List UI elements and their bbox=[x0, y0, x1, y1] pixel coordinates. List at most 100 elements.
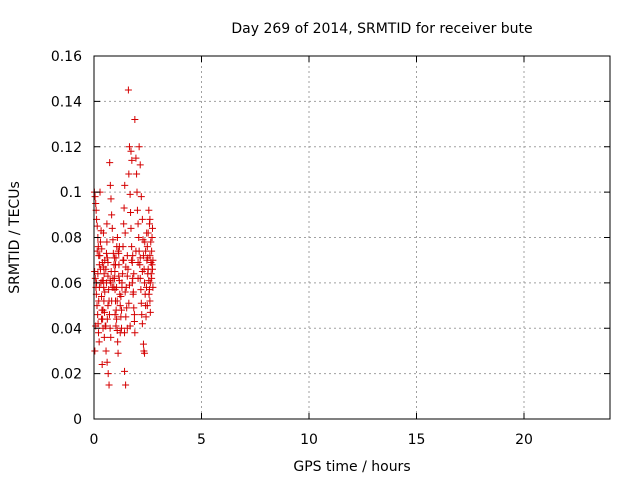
data-point bbox=[124, 265, 132, 273]
data-point bbox=[121, 181, 129, 189]
data-point bbox=[126, 322, 134, 330]
axis-tick-labels: 0 5 10 15 20 0 0.02 0.04 0.06 0.08 0.1 0.12 0.14 0.16 bbox=[51, 49, 533, 448]
data-point bbox=[107, 195, 115, 203]
data-point bbox=[137, 193, 145, 201]
data-point bbox=[114, 338, 122, 346]
data-point bbox=[99, 229, 107, 237]
data-point bbox=[130, 270, 138, 278]
data-point bbox=[99, 306, 107, 314]
x-tick-label: 0 bbox=[90, 432, 99, 448]
data-point bbox=[103, 358, 111, 366]
data-point bbox=[93, 222, 101, 230]
data-point bbox=[109, 236, 117, 244]
data-point bbox=[121, 229, 129, 237]
data-point bbox=[138, 320, 146, 328]
data-point bbox=[92, 199, 100, 207]
data-point bbox=[148, 247, 156, 255]
data-point bbox=[139, 340, 147, 348]
data-point bbox=[107, 279, 115, 287]
data-point bbox=[144, 229, 152, 237]
data-point bbox=[127, 209, 135, 217]
data-point bbox=[138, 311, 146, 319]
data-point bbox=[105, 381, 113, 389]
data-point bbox=[105, 286, 113, 294]
data-point bbox=[136, 161, 144, 169]
data-point bbox=[98, 361, 106, 369]
data-point bbox=[93, 247, 101, 255]
data-point bbox=[115, 249, 123, 257]
data-point bbox=[121, 367, 129, 375]
data-point bbox=[134, 274, 142, 282]
data-point bbox=[95, 338, 103, 346]
data-point bbox=[149, 283, 157, 291]
data-point bbox=[91, 274, 99, 282]
data-point bbox=[103, 220, 111, 228]
data-point bbox=[136, 254, 144, 262]
x-tick-label: 20 bbox=[515, 432, 533, 448]
data-point bbox=[137, 299, 145, 307]
chart-title: Day 269 of 2014, SRMTID for receiver but… bbox=[231, 21, 532, 37]
data-point bbox=[95, 297, 103, 305]
data-point bbox=[126, 190, 134, 198]
x-axis-label: GPS time / hours bbox=[293, 459, 410, 475]
data-point bbox=[115, 272, 123, 280]
data-point bbox=[102, 322, 110, 330]
y-tick-label: 0.12 bbox=[51, 140, 82, 156]
data-point bbox=[98, 245, 106, 253]
data-point bbox=[147, 238, 155, 246]
data-point bbox=[125, 143, 133, 151]
data-point bbox=[146, 308, 154, 316]
data-point bbox=[129, 290, 137, 298]
x-tick-label: 5 bbox=[197, 432, 206, 448]
y-tick-label: 0.06 bbox=[51, 276, 82, 292]
data-point bbox=[120, 256, 128, 264]
data-point bbox=[122, 381, 130, 389]
data-point bbox=[141, 238, 149, 246]
data-point bbox=[113, 234, 121, 241]
data-point bbox=[133, 170, 141, 178]
data-point bbox=[123, 252, 131, 260]
data-point bbox=[142, 313, 150, 321]
data-point bbox=[131, 329, 139, 337]
data-point bbox=[123, 272, 131, 280]
data-point bbox=[131, 116, 139, 124]
data-point bbox=[120, 204, 128, 212]
data-point bbox=[104, 302, 112, 310]
data-point bbox=[106, 159, 114, 167]
data-point bbox=[146, 297, 154, 305]
data-point bbox=[103, 254, 111, 262]
y-tick-label: 0.1 bbox=[60, 185, 82, 201]
y-tick-label: 0.08 bbox=[51, 231, 82, 247]
data-point bbox=[138, 215, 146, 223]
data-point bbox=[113, 283, 121, 291]
data-point bbox=[108, 224, 116, 232]
data-point bbox=[121, 288, 129, 296]
y-tick-label: 0.04 bbox=[51, 321, 82, 337]
data-point bbox=[96, 238, 104, 246]
data-point bbox=[134, 258, 142, 266]
data-point bbox=[130, 311, 138, 319]
data-point bbox=[109, 274, 117, 282]
data-point bbox=[128, 256, 136, 264]
axis-ticks bbox=[93, 55, 610, 420]
data-point bbox=[102, 347, 110, 355]
y-axis-label: SRMTID / TECUs bbox=[7, 181, 23, 294]
data-point bbox=[118, 306, 126, 314]
data-point bbox=[135, 234, 143, 241]
data-point bbox=[118, 279, 126, 287]
data-point bbox=[128, 243, 136, 251]
data-point bbox=[132, 154, 140, 162]
data-point bbox=[94, 270, 102, 278]
data-point bbox=[138, 268, 146, 276]
data-point bbox=[130, 317, 138, 325]
data-point bbox=[107, 268, 115, 276]
data-point bbox=[103, 315, 111, 323]
data-point bbox=[137, 286, 145, 294]
data-point bbox=[144, 270, 152, 278]
data-points bbox=[90, 86, 157, 389]
data-point bbox=[128, 156, 136, 164]
data-point bbox=[107, 333, 115, 341]
data-point bbox=[100, 270, 108, 278]
data-point bbox=[103, 238, 111, 246]
data-point bbox=[127, 224, 135, 232]
